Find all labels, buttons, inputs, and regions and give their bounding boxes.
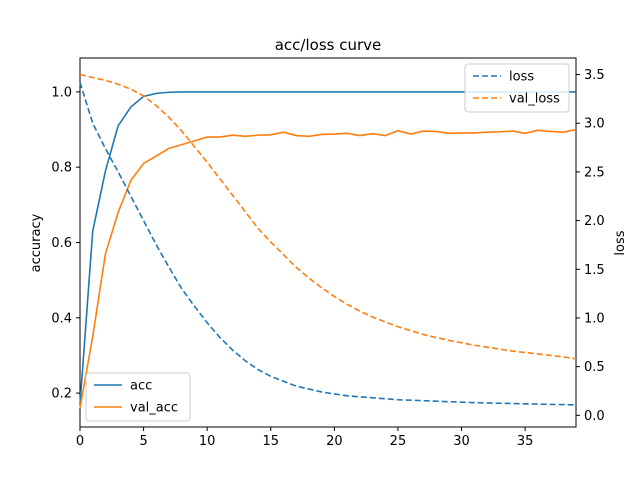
legend-right-label-loss: loss xyxy=(509,70,534,85)
series-layer xyxy=(79,73,577,409)
x-tick-label: 25 xyxy=(390,434,407,449)
series-line-loss xyxy=(79,82,577,406)
x-tick-label: 30 xyxy=(453,434,470,449)
y-tick-label-right: 2.5 xyxy=(584,165,605,180)
x-tick-label: 5 xyxy=(139,434,147,449)
y-tick-label-left: 0.6 xyxy=(51,236,72,251)
plot-frame xyxy=(79,57,577,428)
y-axis-label-left: accuracy xyxy=(29,213,44,272)
x-tick-label: 15 xyxy=(262,434,279,449)
y-tick-label-left: 0.8 xyxy=(51,161,72,176)
y-tick-label-right: 1.5 xyxy=(584,263,605,278)
legend-left-label-acc: acc xyxy=(130,379,152,394)
y-tick-label-right: 2.0 xyxy=(584,214,605,229)
y-tick-label-right: 0.0 xyxy=(584,409,605,424)
series-line-acc xyxy=(79,91,576,405)
x-tick-label: 35 xyxy=(517,434,534,449)
x-tick-label: 20 xyxy=(326,434,343,449)
y-tick-label-left: 0.2 xyxy=(51,387,72,402)
y-tick-label-left: 1.0 xyxy=(51,85,72,100)
series-line-val-acc xyxy=(79,128,577,409)
y-tick-label-right: 3.5 xyxy=(584,68,605,83)
x-tick-label: 10 xyxy=(199,434,216,449)
y-tick-label-right: 3.0 xyxy=(584,117,605,132)
x-tick-label: 0 xyxy=(76,434,84,449)
y-tick-label-right: 0.5 xyxy=(584,360,605,375)
legend-left-label-val-acc: val_acc xyxy=(130,401,178,416)
axes-layer: 0 5 10 15 20 25 30 35 0.2 0.4 0.6 0.8 1.0 0.0 0.5 1.0 1.… xyxy=(51,57,605,449)
y-tick-label-right: 1.0 xyxy=(584,311,605,326)
series-line-val-loss xyxy=(79,73,577,360)
legend-right-label-val-loss: val_loss xyxy=(509,92,560,107)
y-tick-label-left: 0.4 xyxy=(51,311,72,326)
chart-title: acc/loss curve xyxy=(275,36,382,54)
y-axis-label-right: loss xyxy=(613,230,628,255)
